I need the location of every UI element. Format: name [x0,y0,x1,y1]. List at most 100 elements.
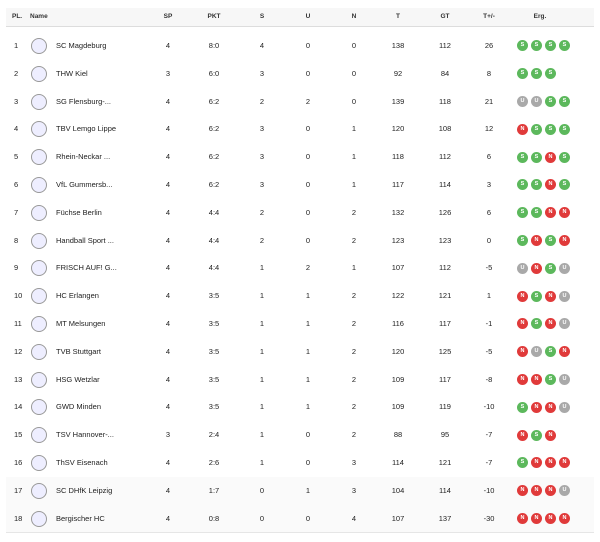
result-badge: U [517,96,528,107]
wins: 3 [259,179,265,189]
result-badge: S [531,151,542,163]
team-logo [31,454,47,471]
result-badge: N [517,123,528,135]
rank: 13 [14,374,23,384]
result-badge: U [517,262,528,274]
team-logo [31,315,47,332]
result-badge: S [531,68,542,80]
points: 0:8 [208,513,220,523]
team-name: SC Magdeburg [56,40,107,50]
wins: 1 [259,402,265,412]
team-name: Füchse Berlin [56,207,102,217]
table-row [6,115,594,145]
table-row [6,310,594,339]
wins: 0 [259,485,265,495]
result-badge: N [545,179,556,191]
draws: 0 [305,207,311,217]
result-badge: S [517,235,528,246]
games: 4 [165,457,171,467]
losses: 2 [351,430,357,440]
games: 4 [165,124,171,134]
goals-for: 120 [391,346,405,356]
column-header: GT [440,13,450,20]
draws: 0 [305,40,311,50]
result-badge: N [517,346,528,358]
result-badge: N [531,457,542,469]
wins: 1 [259,374,265,384]
games: 4 [165,318,171,328]
rank: 3 [14,96,19,106]
draws: 2 [305,263,311,273]
losses: 3 [351,485,357,495]
rank: 7 [14,207,19,217]
result-badge: N [545,151,556,163]
wins: 1 [259,291,265,301]
wins: 1 [259,457,265,467]
team-name: Rhein-Neckar ... [56,152,111,162]
result-badge: S [545,346,556,358]
goals-for: 88 [393,430,403,440]
losses: 3 [351,457,357,467]
result-badge: N [517,318,528,330]
wins: 1 [259,318,265,328]
wins: 3 [259,124,265,134]
points: 6:2 [208,96,220,106]
games: 4 [165,346,171,356]
points: 3:5 [208,291,220,301]
rank: 10 [14,291,23,301]
draws: 1 [305,318,311,328]
goals-against: 126 [438,207,452,217]
goals-against: 118 [439,96,451,106]
games: 4 [165,40,171,50]
result-badge: S [545,123,556,135]
points: 3:5 [208,346,220,356]
team-logo [31,232,47,249]
losses: 4 [351,513,357,523]
draws: 0 [305,235,311,245]
points: 3:5 [208,318,220,328]
goal-diff: 6 [486,152,492,162]
result-badge: U [559,318,570,330]
goals-for: 114 [392,457,404,467]
result-badge: U [559,401,570,413]
team-name: ThSV Eisenach [56,457,108,467]
draws: 1 [305,402,311,412]
team-logo [31,65,47,82]
team-logo [31,399,47,416]
points: 2:4 [208,430,220,440]
goal-diff: 8 [486,68,492,78]
result-badge: N [559,513,570,524]
result-badge: U [559,262,570,274]
result-badge: N [517,513,528,524]
team-name: VfL Gummersb... [56,179,113,189]
result-badge: S [517,457,528,469]
team-logo [31,288,47,305]
team-logo [31,149,47,166]
team-name: HC Erlangen [56,291,99,301]
column-header: Erg. [533,13,547,20]
result-badge: S [545,40,556,52]
result-badge: S [545,262,556,274]
points: 2:6 [208,457,220,467]
result-badge: U [531,96,542,107]
rank: 8 [14,235,19,245]
goal-diff: -8 [485,374,493,384]
result-badge: N [517,290,528,302]
result-badge: N [545,457,556,469]
goal-diff: -10 [483,485,495,495]
points: 4:4 [208,263,220,273]
goals-for: 104 [391,485,405,495]
goal-diff: 21 [484,96,494,106]
result-badge: S [517,40,528,52]
rank: 5 [14,152,19,162]
losses: 0 [351,68,357,78]
games: 3 [165,68,171,78]
rank: 1 [14,40,19,50]
goals-against: 84 [440,68,450,78]
games: 4 [165,179,171,189]
games: 4 [165,207,171,217]
goals-for: 139 [391,96,405,106]
points: 1:7 [208,485,220,495]
rank: 18 [14,513,23,523]
goals-against: 114 [439,485,451,495]
